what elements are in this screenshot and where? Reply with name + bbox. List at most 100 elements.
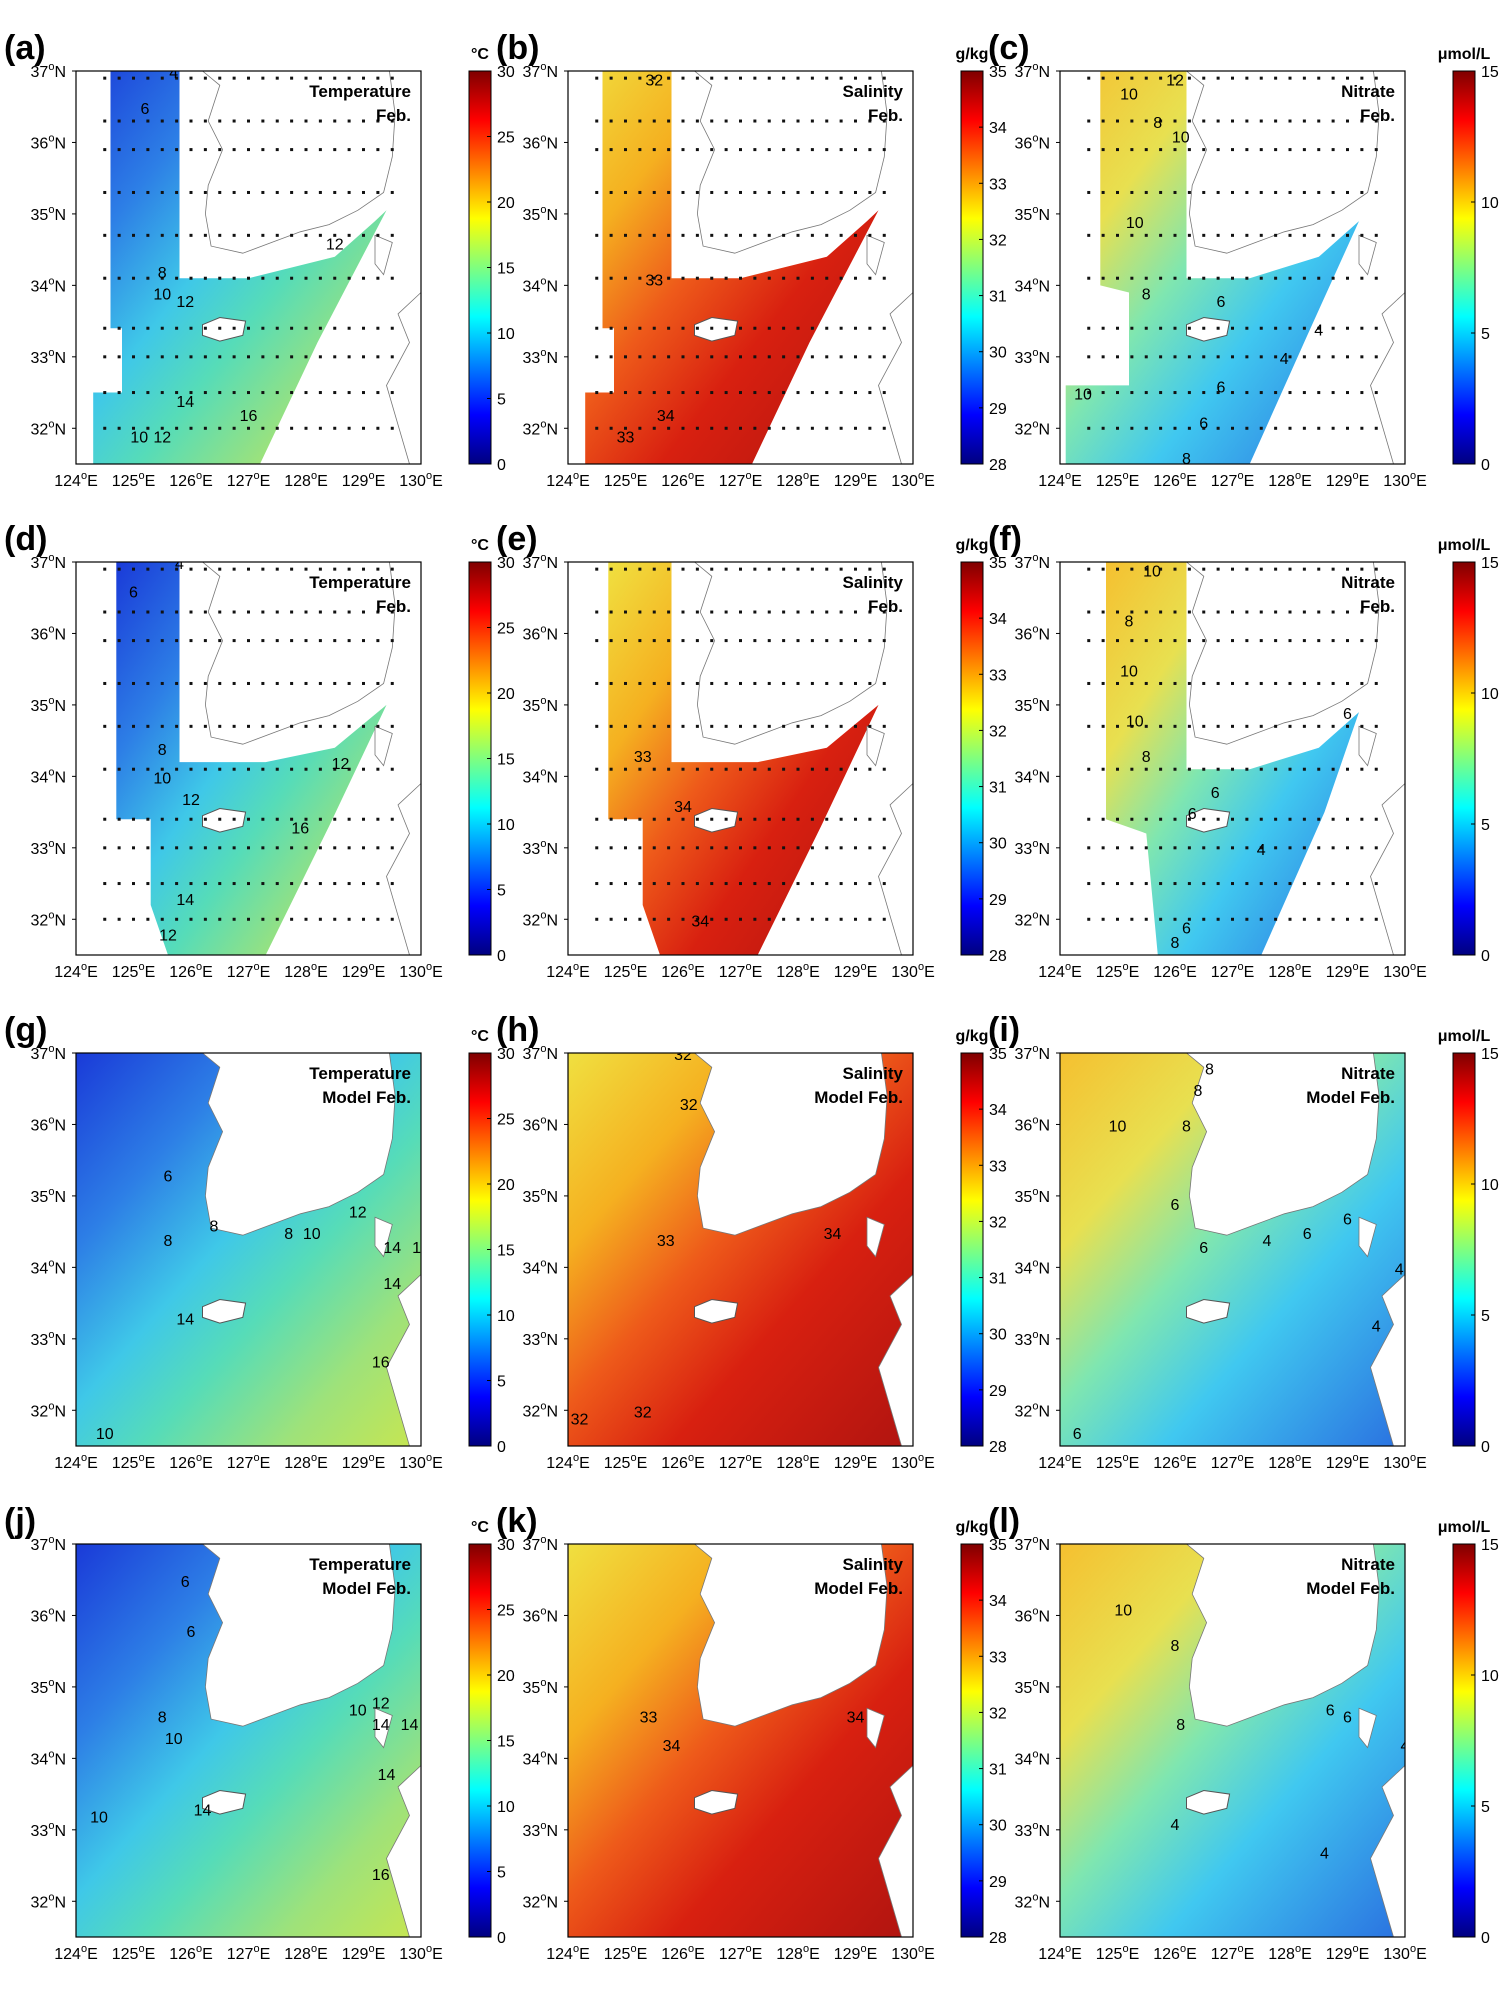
colorbar-tick-label: 35 [989,64,1007,81]
lat-tick-label: 34oN [523,1748,558,1768]
jeju-island [202,1298,247,1324]
map-frame [567,1052,914,1447]
contour-label: 32 [645,72,663,89]
lat-tick-label: 33oN [31,1820,66,1840]
panel-l: 10 8 8 6 6 4 4 4 (l) Nitrate Model Feb. 37oN 36oN 35o… [988,1502,1499,1963]
lon-tick-label: 125oE [604,470,648,490]
kyushu-coast [1370,782,1405,955]
colorbar-tick-label: 10 [497,817,515,834]
korea-landmass [693,562,913,745]
lon-tick-label: 130oE [399,1452,443,1472]
jeju-island [694,316,739,342]
lon-tick-label: 129oE [342,961,386,981]
lon-tick-label: 127oE [719,470,763,490]
tsushima-island [1358,725,1377,767]
korea-landmass [201,562,421,745]
colorbar-tick-label: 30 [497,555,515,572]
lon-tick-label: 127oE [719,1452,763,1472]
field-shading [116,562,387,955]
lon-tick-label: 124oE [1038,1943,1082,1963]
panel-letter: (h) [496,1011,539,1049]
colorbar-unit: μmol/L [1438,1519,1491,1536]
colorbar-tick-label: 32 [989,1705,1007,1722]
lon-tick-label: 128oE [776,1943,820,1963]
lat-tick-label: 36oN [523,1605,558,1625]
contour-label: 6 [1217,294,1226,311]
kyushu-coast [386,782,421,955]
lon-tick-label: 128oE [284,1452,328,1472]
contour-label: 6 [129,585,138,602]
colorbar-tick-label: 31 [989,780,1007,797]
colorbar-tick-label: 5 [497,1374,506,1391]
panel-e: 33 34 34 (e) Salinity Feb. 37oN 36oN 35oN 34oN 33o… [496,520,1007,981]
lat-tick-label: 37oN [31,1043,66,1063]
kyushu-coast [1370,1273,1405,1446]
lat-tick-label: 36oN [1015,1114,1050,1134]
lat-tick-label: 35oN [31,695,66,715]
colorbar-unit: °C [471,1028,489,1045]
colorbar-tick-label: 5 [1481,326,1490,343]
lat-tick-label: 33oN [1015,347,1050,367]
lat-tick-label: 37oN [1015,1043,1050,1063]
panel-b: 32 33 34 33 (b) Salinity Feb. 37oN 36oN 35oN 34oN 3… [496,29,1007,490]
lon-tick-label: 125oE [1096,1452,1140,1472]
contour-label: 12 [332,756,350,773]
lon-tick-label: 124oE [54,961,98,981]
colorbar-tick-label: 0 [497,1930,506,1947]
lon-tick-label: 127oE [1211,1943,1255,1963]
jeju-island [1186,807,1231,833]
colorbar-tick-label: 10 [497,326,515,343]
contour-label: 16 [291,821,309,838]
panel-d: 4 6 8 10 12 12 16 14 12 (d) Temperature Feb. 37oN 36o… [4,520,515,981]
station-points [1087,76,1378,430]
panel-subtitle: Model Feb. [322,1579,411,1598]
contour-label: 6 [1211,785,1220,802]
lat-tick-label: 32oN [523,1891,558,1911]
colorbar [960,561,984,956]
colorbar-tick-label: 31 [989,289,1007,306]
lon-tick-label: 128oE [776,961,820,981]
contour-label: 10 [1120,87,1138,104]
lat-tick-label: 33oN [523,1329,558,1349]
lon-tick-label: 127oE [1211,470,1255,490]
lon-tick-label: 124oE [546,470,590,490]
tsushima-island [866,725,885,767]
lat-tick-label: 34oN [31,1257,66,1277]
contour-label: 14 [401,1717,419,1734]
colorbar-tick-label: 34 [989,611,1007,628]
contour-label: 34 [824,1226,842,1243]
colorbar-tick-label: 33 [989,1649,1007,1666]
contour-label: 33 [634,749,652,766]
station-points [1087,567,1378,921]
colorbar [960,1052,984,1447]
tsushima-island [374,1707,393,1749]
lon-tick-label: 126oE [169,470,213,490]
map-frame [1059,1052,1406,1447]
jeju-island [202,316,247,342]
lon-tick-label: 130oE [891,1452,935,1472]
panel-subtitle: Feb. [868,106,903,125]
lon-tick-label: 126oE [1153,470,1197,490]
contour-label: 34 [657,408,675,425]
panel-subtitle: Feb. [376,597,411,616]
lat-tick-label: 36oN [1015,132,1050,152]
korea-landmass [1185,71,1405,254]
colorbar-tick-label: 10 [1481,686,1499,703]
colorbar-tick-label: 25 [497,1603,515,1620]
panel-subtitle: Model Feb. [322,1088,411,1107]
contour-label: 12 [182,792,200,809]
lat-tick-label: 37oN [523,61,558,81]
colorbar-tick-label: 5 [1481,817,1490,834]
panel-title: Temperature [309,1555,411,1574]
contour-label: 14 [378,1767,396,1784]
lon-tick-label: 124oE [546,1452,590,1472]
lat-tick-label: 36oN [523,132,558,152]
contour-label: 16 [240,408,258,425]
lon-tick-label: 126oE [661,1452,705,1472]
lat-tick-label: 35oN [31,1186,66,1206]
lon-tick-label: 129oE [1326,470,1370,490]
panel-letter: (i) [988,1011,1020,1049]
kyushu-coast [386,1764,421,1937]
colorbar-tick-label: 5 [497,883,506,900]
korea-landmass [693,1053,913,1236]
